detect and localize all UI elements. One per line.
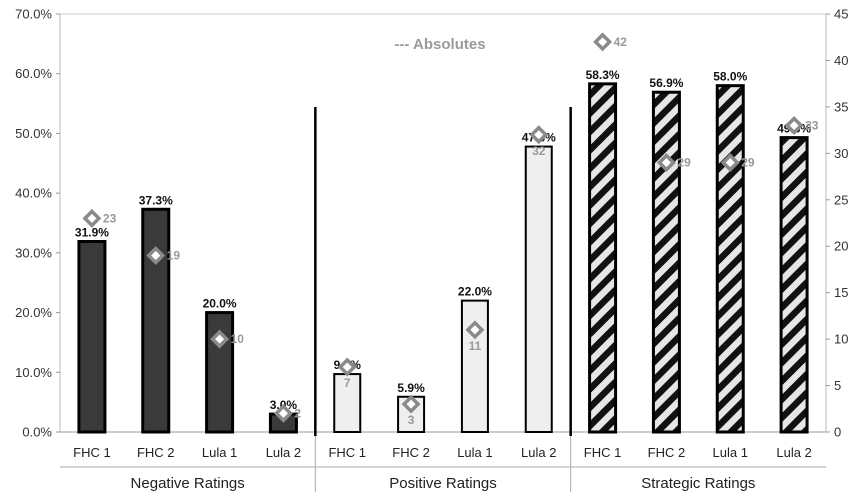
absolute-marker xyxy=(273,403,293,423)
absolute-marker xyxy=(593,32,613,52)
y-left-tick-label: 30.0% xyxy=(15,245,52,260)
bar xyxy=(460,299,489,433)
bar xyxy=(779,136,809,434)
y-right-tick-label: 0 xyxy=(834,425,841,440)
bar-value-label: 5.9% xyxy=(397,381,425,395)
bar-value-label: 37.3% xyxy=(139,193,173,207)
category-label: FHC 2 xyxy=(392,445,430,460)
absolute-marker xyxy=(337,357,357,377)
absolute-marker xyxy=(465,320,485,340)
y-right-tick-label: 35 xyxy=(834,99,848,114)
bar-value-label: 20.0% xyxy=(203,297,237,311)
absolute-value-label: 33 xyxy=(805,118,819,132)
y-left-tick-label: 0.0% xyxy=(22,425,52,440)
absolute-value-label: 3 xyxy=(408,413,415,427)
y-left-tick-label: 60.0% xyxy=(15,66,52,81)
bar xyxy=(715,84,745,434)
y-left-tick-label: 70.0% xyxy=(15,7,52,22)
bar xyxy=(77,240,107,434)
absolute-value-label: 2 xyxy=(294,406,301,420)
absolute-value-label: 11 xyxy=(469,339,482,353)
bar xyxy=(141,207,171,434)
group-label: Negative Ratings xyxy=(131,475,245,492)
bar-value-label: 31.9% xyxy=(75,226,109,240)
absolute-value-label: 7 xyxy=(344,376,351,390)
category-label: Lula 2 xyxy=(521,445,556,460)
absolute-marker xyxy=(210,329,230,349)
y-right-tick-label: 10 xyxy=(834,332,848,347)
absolute-marker xyxy=(656,153,676,173)
category-label: Lula 1 xyxy=(457,445,492,460)
absolute-value-label: 29 xyxy=(741,156,755,170)
absolute-marker xyxy=(146,246,166,265)
absolute-value-label: 19 xyxy=(167,249,181,263)
category-label: FHC 2 xyxy=(648,445,686,460)
category-label: FHC 1 xyxy=(328,445,366,460)
absolute-value-label: 23 xyxy=(103,211,117,225)
absolute-marker xyxy=(720,153,740,173)
y-right-tick-label: 30 xyxy=(834,146,848,161)
y-left-tick-label: 20.0% xyxy=(15,305,52,320)
category-label: Lula 2 xyxy=(776,445,811,460)
category-label: Lula 1 xyxy=(713,445,748,460)
y-right-tick-label: 5 xyxy=(834,378,841,393)
absolute-marker xyxy=(529,125,549,145)
y-right-tick-label: 15 xyxy=(834,285,848,300)
category-label: FHC 1 xyxy=(584,445,622,460)
absolute-value-label: 10 xyxy=(231,332,245,346)
absolute-value-label: 32 xyxy=(532,144,546,158)
bar xyxy=(588,82,618,434)
absolute-marker xyxy=(401,394,421,414)
y-left-tick-label: 50.0% xyxy=(15,126,52,141)
y-left-tick-label: 40.0% xyxy=(15,186,52,201)
y-right-tick-label: 20 xyxy=(834,239,848,254)
y-right-tick-label: 25 xyxy=(834,192,848,207)
y-left-tick-label: 10.0% xyxy=(15,365,52,380)
y-right-tick-label: 40 xyxy=(834,53,848,68)
y-right-tick-label: 45 xyxy=(834,7,848,22)
category-label: FHC 2 xyxy=(137,445,175,460)
absolute-marker xyxy=(82,208,102,228)
group-label: Strategic Ratings xyxy=(641,475,755,492)
bar-value-label: 22.0% xyxy=(458,285,492,299)
bar-value-label: 58.0% xyxy=(713,70,747,84)
bar xyxy=(333,373,362,434)
bar-value-label: 58.3% xyxy=(586,68,620,82)
category-label: Lula 2 xyxy=(266,445,301,460)
bar-value-label: 56.9% xyxy=(649,76,683,90)
absolute-marker xyxy=(784,115,804,135)
absolute-value-label: 29 xyxy=(677,156,691,170)
bar xyxy=(524,145,553,434)
bar xyxy=(651,90,681,434)
group-label: Positive Ratings xyxy=(389,475,497,492)
category-label: FHC 1 xyxy=(73,445,111,460)
category-label: Lula 1 xyxy=(202,445,237,460)
absolute-value-label: 42 xyxy=(614,35,628,49)
absolutes-annotation: --- Absolutes xyxy=(394,36,485,53)
